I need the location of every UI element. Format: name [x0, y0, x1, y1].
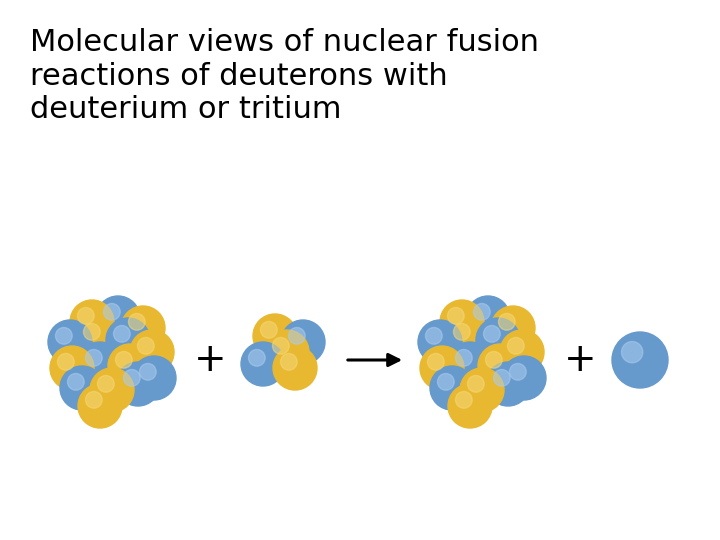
- Circle shape: [420, 346, 464, 390]
- Text: +: +: [564, 341, 596, 379]
- Circle shape: [108, 344, 152, 388]
- Circle shape: [114, 326, 130, 342]
- Circle shape: [253, 314, 297, 358]
- Circle shape: [68, 374, 84, 390]
- Circle shape: [447, 307, 464, 324]
- Circle shape: [241, 342, 285, 386]
- Circle shape: [486, 362, 530, 406]
- Circle shape: [55, 327, 72, 344]
- Circle shape: [265, 330, 309, 374]
- Circle shape: [430, 366, 474, 410]
- Circle shape: [78, 342, 122, 386]
- Circle shape: [467, 375, 484, 392]
- Circle shape: [261, 321, 277, 338]
- Circle shape: [448, 384, 492, 428]
- Circle shape: [90, 368, 134, 412]
- Circle shape: [498, 314, 516, 330]
- Circle shape: [418, 320, 462, 364]
- Circle shape: [50, 346, 94, 390]
- Circle shape: [60, 366, 104, 410]
- Circle shape: [621, 341, 643, 363]
- Circle shape: [115, 352, 132, 368]
- Circle shape: [476, 318, 520, 362]
- Circle shape: [124, 369, 140, 386]
- Circle shape: [48, 320, 92, 364]
- Circle shape: [272, 338, 289, 354]
- Circle shape: [128, 314, 145, 330]
- Circle shape: [478, 344, 522, 388]
- Circle shape: [446, 316, 490, 360]
- Circle shape: [86, 349, 102, 366]
- Circle shape: [440, 300, 484, 344]
- Circle shape: [456, 392, 472, 408]
- Circle shape: [86, 392, 102, 408]
- Circle shape: [426, 327, 442, 344]
- Circle shape: [106, 318, 150, 362]
- Circle shape: [104, 303, 120, 320]
- Circle shape: [78, 307, 94, 324]
- Circle shape: [130, 330, 174, 374]
- Circle shape: [58, 354, 74, 370]
- Circle shape: [84, 323, 100, 340]
- Circle shape: [448, 342, 492, 386]
- Circle shape: [96, 296, 140, 340]
- Circle shape: [508, 338, 524, 354]
- Circle shape: [456, 349, 472, 366]
- Circle shape: [484, 326, 500, 342]
- Circle shape: [500, 330, 544, 374]
- Circle shape: [510, 363, 526, 380]
- Circle shape: [438, 374, 454, 390]
- Circle shape: [454, 323, 470, 340]
- Circle shape: [491, 306, 535, 350]
- Circle shape: [121, 306, 165, 350]
- Circle shape: [612, 332, 668, 388]
- Circle shape: [474, 303, 490, 320]
- Circle shape: [428, 354, 444, 370]
- Circle shape: [116, 362, 160, 406]
- Circle shape: [460, 368, 504, 412]
- Circle shape: [289, 327, 305, 344]
- Circle shape: [138, 338, 154, 354]
- Circle shape: [70, 300, 114, 344]
- Circle shape: [273, 346, 317, 390]
- Circle shape: [485, 352, 503, 368]
- Circle shape: [132, 356, 176, 400]
- Circle shape: [140, 363, 156, 380]
- Circle shape: [78, 384, 122, 428]
- Circle shape: [281, 320, 325, 364]
- Circle shape: [248, 349, 265, 366]
- Circle shape: [281, 354, 297, 370]
- Circle shape: [493, 369, 510, 386]
- Circle shape: [466, 296, 510, 340]
- Circle shape: [502, 356, 546, 400]
- Text: Molecular views of nuclear fusion
reactions of deuterons with
deuterium or triti: Molecular views of nuclear fusion reacti…: [30, 28, 539, 124]
- Circle shape: [97, 375, 114, 392]
- Text: +: +: [194, 341, 226, 379]
- Circle shape: [76, 316, 120, 360]
